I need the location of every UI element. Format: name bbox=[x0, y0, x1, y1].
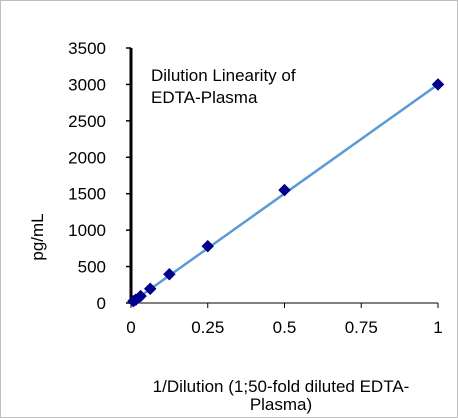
data-point bbox=[201, 239, 215, 253]
chart-title-line: EDTA-Plasma bbox=[151, 88, 258, 107]
y-tick-label: 3000 bbox=[68, 75, 106, 94]
data-point bbox=[163, 267, 176, 281]
x-tick-label: 0.25 bbox=[191, 318, 224, 337]
y-axis-title: pg/mL bbox=[28, 213, 47, 260]
y-tick-label: 3500 bbox=[68, 39, 106, 58]
y-tick-label: 0 bbox=[97, 294, 106, 313]
x-tick-label: 0 bbox=[126, 318, 135, 337]
x-tick-label: 0.5 bbox=[273, 318, 297, 337]
x-axis-title-line: 1/Dilution (1;50-fold diluted EDTA- bbox=[153, 377, 410, 396]
y-tick-label: 500 bbox=[78, 258, 106, 277]
data-point bbox=[143, 282, 157, 296]
x-tick-label: 0.75 bbox=[345, 318, 378, 337]
data-point bbox=[431, 78, 445, 91]
data-point bbox=[278, 183, 291, 197]
x-axis-title-line: Plasma) bbox=[250, 395, 312, 414]
data-point bbox=[134, 289, 147, 303]
chart-title-line: Dilution Linearity of bbox=[151, 66, 296, 85]
y-tick-label: 1500 bbox=[68, 185, 106, 204]
y-tick-label: 2500 bbox=[68, 112, 106, 131]
y-tick-label: 1000 bbox=[68, 221, 106, 240]
y-tick-label: 2000 bbox=[68, 148, 106, 167]
x-tick-label: 1 bbox=[433, 318, 442, 337]
